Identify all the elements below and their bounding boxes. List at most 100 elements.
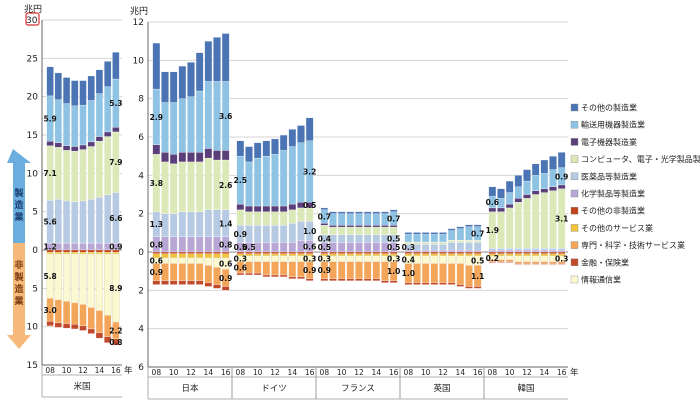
bar-segment bbox=[205, 265, 212, 282]
x-tick-label: 12 bbox=[78, 366, 88, 375]
data-label: 1.0 bbox=[387, 267, 400, 276]
bar-segment bbox=[355, 227, 362, 235]
bar-segment bbox=[213, 252, 220, 254]
bar-segment bbox=[289, 277, 296, 279]
x-tick-label: 08 bbox=[404, 368, 414, 377]
bar-segment bbox=[523, 254, 530, 256]
bar-segment bbox=[448, 231, 455, 241]
bar-segment bbox=[549, 252, 556, 254]
bar-segment bbox=[457, 227, 464, 229]
bar-segment bbox=[271, 242, 278, 252]
bar-segment bbox=[161, 72, 168, 103]
bar-segment bbox=[373, 227, 380, 235]
data-label: 5.9 bbox=[43, 115, 56, 124]
bar-segment bbox=[448, 256, 455, 264]
bar-segment bbox=[532, 256, 539, 262]
x-tick-label: 08 bbox=[320, 368, 330, 377]
y-tick-label: 2 bbox=[138, 286, 144, 296]
bar-segment bbox=[254, 206, 261, 212]
y-unit-label: 兆円 bbox=[24, 4, 42, 15]
x-tick-label: 12 bbox=[522, 368, 532, 377]
x-tick-label: 14 bbox=[204, 368, 214, 377]
data-label: 1.2 bbox=[43, 243, 56, 252]
bar-segment bbox=[431, 234, 438, 242]
legend-label: 医薬品等製造業 bbox=[581, 171, 637, 181]
bar-segment bbox=[280, 135, 287, 150]
bar-segment bbox=[88, 308, 95, 329]
data-label: 0.2 bbox=[486, 254, 499, 263]
data-label: 1.4 bbox=[219, 219, 232, 228]
bar-segment bbox=[196, 91, 203, 152]
bar-segment bbox=[289, 252, 296, 254]
bar-segment bbox=[497, 248, 504, 250]
bar-segment bbox=[329, 252, 336, 254]
bar-segment bbox=[474, 254, 481, 256]
lower-label-char: 造 bbox=[14, 283, 24, 295]
bar-segment bbox=[280, 206, 287, 212]
data-label: 0.7 bbox=[318, 213, 331, 222]
bar-segment bbox=[448, 242, 455, 250]
bar-segment bbox=[254, 158, 261, 206]
bar-segment bbox=[373, 279, 380, 281]
bar-segment bbox=[373, 214, 380, 226]
bar-segment bbox=[196, 252, 203, 254]
y-tick-label: 0 bbox=[138, 248, 144, 258]
bar-segment bbox=[161, 103, 168, 153]
x-tick-label: 14 bbox=[288, 368, 298, 377]
data-label: 0.6 bbox=[486, 198, 499, 207]
bar-segment bbox=[364, 262, 371, 279]
data-label: 5.3 bbox=[109, 99, 122, 108]
bar-segment bbox=[161, 281, 168, 285]
bar-segment bbox=[422, 254, 429, 256]
bar-segment bbox=[196, 212, 203, 237]
bar-segment bbox=[381, 225, 388, 227]
y-tick-label: 0 bbox=[32, 246, 38, 256]
bar-segment bbox=[80, 150, 87, 201]
bar-segment bbox=[422, 232, 429, 234]
bar-segment bbox=[364, 254, 371, 256]
bar-segment bbox=[289, 242, 296, 252]
bar-segment bbox=[88, 254, 95, 308]
bar-segment bbox=[88, 250, 95, 252]
bar-segment bbox=[280, 252, 287, 254]
bar-segment bbox=[457, 242, 464, 250]
legend-swatch bbox=[571, 259, 578, 266]
bar-segment bbox=[271, 262, 278, 275]
bar-segment bbox=[474, 242, 481, 250]
y-tick-label: 25 bbox=[27, 54, 38, 64]
bar-segment bbox=[254, 254, 261, 256]
bar-segment bbox=[413, 232, 420, 234]
y-tick-label: 15 bbox=[27, 361, 38, 371]
x-tick-label: 10 bbox=[421, 368, 431, 377]
data-label: 7.1 bbox=[43, 169, 56, 178]
bar-segment bbox=[71, 252, 78, 254]
bar-segment bbox=[373, 225, 380, 227]
data-label: 2.6 bbox=[219, 181, 232, 190]
bar-segment bbox=[439, 264, 446, 283]
data-label: 0.4 bbox=[402, 256, 415, 265]
bar-segment bbox=[439, 242, 446, 244]
bar-segment bbox=[515, 175, 522, 187]
bar-segment bbox=[364, 235, 371, 243]
bar-segment bbox=[254, 212, 261, 225]
bar-segment bbox=[71, 151, 78, 202]
bar-segment bbox=[541, 256, 548, 262]
bar-segment bbox=[329, 225, 336, 227]
bar-segment bbox=[297, 252, 304, 254]
bar-segment bbox=[373, 242, 380, 252]
bar-segment bbox=[422, 234, 429, 242]
data-label: 0.5 bbox=[471, 257, 484, 266]
bar-segment bbox=[63, 243, 70, 250]
bar-segment bbox=[355, 235, 362, 243]
data-label: 3.0 bbox=[43, 306, 56, 315]
bar-segment bbox=[237, 141, 244, 156]
bar-segment bbox=[431, 254, 438, 256]
x-tick-label: 16 bbox=[473, 368, 483, 377]
bar-segment bbox=[439, 256, 446, 264]
bar-segment bbox=[381, 281, 388, 283]
bar-segment bbox=[289, 254, 296, 256]
bar-segment bbox=[439, 252, 446, 254]
bar-segment bbox=[506, 193, 513, 205]
bar-segment bbox=[280, 242, 287, 252]
data-label: 6.6 bbox=[109, 214, 122, 223]
